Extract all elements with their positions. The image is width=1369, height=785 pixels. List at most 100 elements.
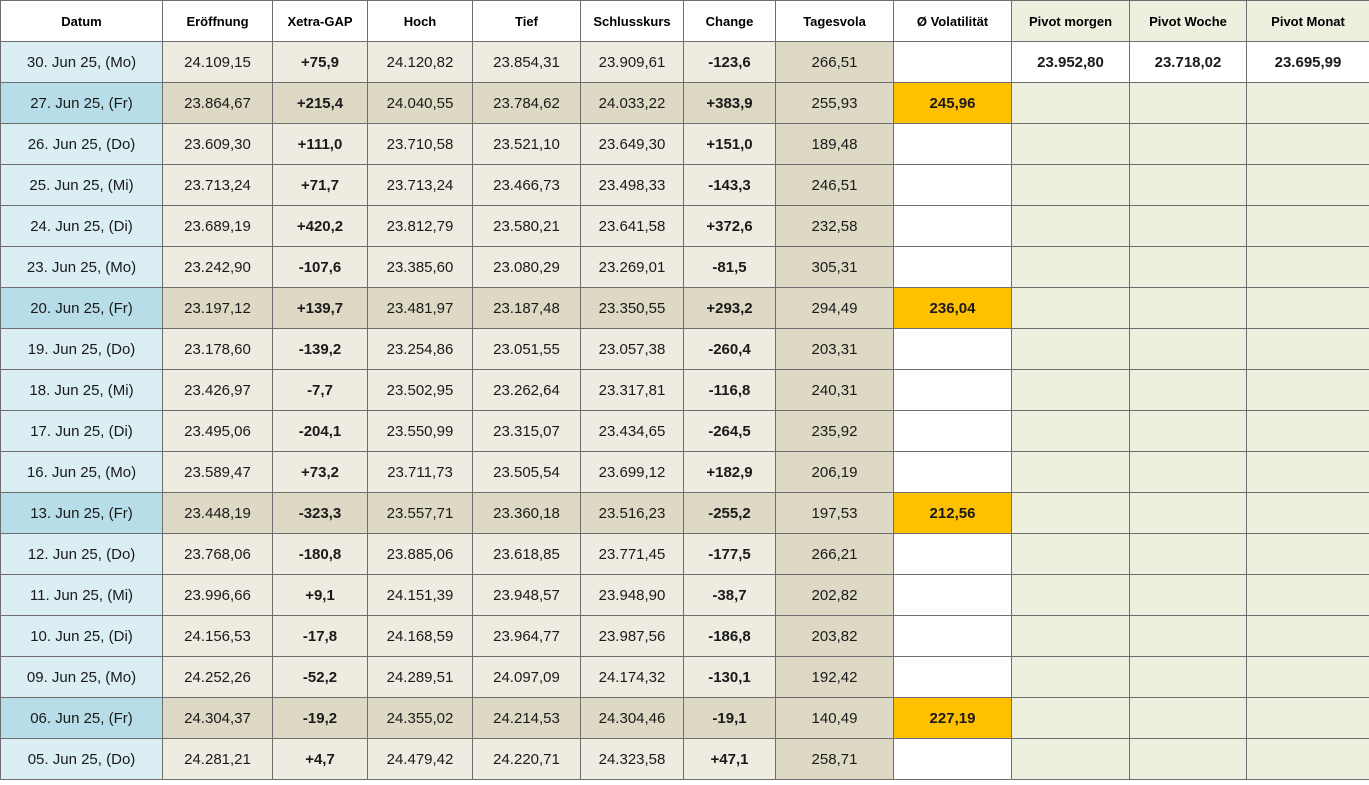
header-avg-volatility[interactable]: Ø Volatilität	[893, 0, 1012, 42]
cell-tagesvola[interactable]: 246,51	[775, 164, 894, 206]
cell-change[interactable]: -123,6	[683, 41, 776, 83]
cell-pivot-woche[interactable]	[1129, 164, 1247, 206]
cell-tief[interactable]: 23.854,31	[472, 41, 581, 83]
cell-xetra-gap[interactable]: -7,7	[272, 369, 368, 411]
cell-pivot-woche[interactable]	[1129, 492, 1247, 534]
cell-eroeffnung[interactable]: 23.864,67	[162, 82, 273, 124]
cell-hoch[interactable]: 23.550,99	[367, 410, 473, 452]
cell-pivot-monat[interactable]	[1246, 615, 1369, 657]
cell-hoch[interactable]: 23.385,60	[367, 246, 473, 288]
cell-eroeffnung[interactable]: 23.768,06	[162, 533, 273, 575]
cell-eroeffnung[interactable]: 24.109,15	[162, 41, 273, 83]
cell-avg-volatility[interactable]	[893, 246, 1012, 288]
cell-hoch[interactable]: 23.885,06	[367, 533, 473, 575]
header-tief[interactable]: Tief	[472, 0, 581, 42]
cell-hoch[interactable]: 24.168,59	[367, 615, 473, 657]
cell-tagesvola[interactable]: 240,31	[775, 369, 894, 411]
cell-schlusskurs[interactable]: 23.269,01	[580, 246, 684, 288]
cell-hoch[interactable]: 23.502,95	[367, 369, 473, 411]
cell-eroeffnung[interactable]: 23.689,19	[162, 205, 273, 247]
cell-change[interactable]: -255,2	[683, 492, 776, 534]
cell-avg-volatility[interactable]	[893, 615, 1012, 657]
cell-tagesvola[interactable]: 266,51	[775, 41, 894, 83]
cell-pivot-monat[interactable]	[1246, 697, 1369, 739]
cell-change[interactable]: -130,1	[683, 656, 776, 698]
cell-eroeffnung[interactable]: 24.281,21	[162, 738, 273, 780]
cell-pivot-morgen[interactable]	[1011, 656, 1130, 698]
cell-pivot-morgen[interactable]	[1011, 328, 1130, 370]
cell-tief[interactable]: 23.315,07	[472, 410, 581, 452]
cell-datum[interactable]: 13. Jun 25, (Fr)	[0, 492, 163, 534]
cell-hoch[interactable]: 24.479,42	[367, 738, 473, 780]
cell-avg-volatility[interactable]	[893, 451, 1012, 493]
cell-tagesvola[interactable]: 266,21	[775, 533, 894, 575]
cell-pivot-morgen[interactable]	[1011, 369, 1130, 411]
header-eroeffnung[interactable]: Eröffnung	[162, 0, 273, 42]
cell-avg-volatility[interactable]	[893, 656, 1012, 698]
cell-change[interactable]: -260,4	[683, 328, 776, 370]
cell-pivot-woche[interactable]	[1129, 533, 1247, 575]
cell-eroeffnung[interactable]: 23.589,47	[162, 451, 273, 493]
cell-pivot-woche[interactable]	[1129, 656, 1247, 698]
cell-xetra-gap[interactable]: +73,2	[272, 451, 368, 493]
cell-datum[interactable]: 27. Jun 25, (Fr)	[0, 82, 163, 124]
cell-change[interactable]: +182,9	[683, 451, 776, 493]
cell-pivot-morgen[interactable]	[1011, 287, 1130, 329]
cell-pivot-woche[interactable]	[1129, 369, 1247, 411]
cell-pivot-monat[interactable]	[1246, 82, 1369, 124]
cell-change[interactable]: -143,3	[683, 164, 776, 206]
cell-tief[interactable]: 23.948,57	[472, 574, 581, 616]
cell-hoch[interactable]: 24.355,02	[367, 697, 473, 739]
cell-hoch[interactable]: 24.289,51	[367, 656, 473, 698]
cell-xetra-gap[interactable]: -180,8	[272, 533, 368, 575]
cell-datum[interactable]: 05. Jun 25, (Do)	[0, 738, 163, 780]
cell-avg-volatility[interactable]	[893, 205, 1012, 247]
cell-xetra-gap[interactable]: -19,2	[272, 697, 368, 739]
cell-pivot-woche[interactable]	[1129, 82, 1247, 124]
cell-pivot-woche[interactable]	[1129, 451, 1247, 493]
cell-change[interactable]: +293,2	[683, 287, 776, 329]
cell-schlusskurs[interactable]: 23.498,33	[580, 164, 684, 206]
cell-avg-volatility[interactable]	[893, 574, 1012, 616]
cell-tagesvola[interactable]: 189,48	[775, 123, 894, 165]
cell-pivot-morgen[interactable]	[1011, 574, 1130, 616]
cell-tief[interactable]: 23.466,73	[472, 164, 581, 206]
cell-datum[interactable]: 18. Jun 25, (Mi)	[0, 369, 163, 411]
cell-pivot-monat[interactable]	[1246, 533, 1369, 575]
cell-pivot-morgen[interactable]	[1011, 123, 1130, 165]
cell-xetra-gap[interactable]: +4,7	[272, 738, 368, 780]
cell-schlusskurs[interactable]: 23.641,58	[580, 205, 684, 247]
cell-eroeffnung[interactable]: 23.609,30	[162, 123, 273, 165]
cell-pivot-woche[interactable]	[1129, 205, 1247, 247]
cell-pivot-morgen[interactable]	[1011, 615, 1130, 657]
cell-eroeffnung[interactable]: 23.996,66	[162, 574, 273, 616]
cell-xetra-gap[interactable]: -52,2	[272, 656, 368, 698]
cell-schlusskurs[interactable]: 23.699,12	[580, 451, 684, 493]
cell-pivot-morgen[interactable]	[1011, 492, 1130, 534]
cell-tagesvola[interactable]: 206,19	[775, 451, 894, 493]
cell-pivot-monat[interactable]	[1246, 123, 1369, 165]
cell-pivot-woche[interactable]	[1129, 574, 1247, 616]
cell-tagesvola[interactable]: 192,42	[775, 656, 894, 698]
cell-pivot-monat[interactable]	[1246, 738, 1369, 780]
cell-schlusskurs[interactable]: 23.771,45	[580, 533, 684, 575]
cell-datum[interactable]: 25. Jun 25, (Mi)	[0, 164, 163, 206]
cell-pivot-monat[interactable]	[1246, 656, 1369, 698]
cell-pivot-monat[interactable]	[1246, 164, 1369, 206]
cell-hoch[interactable]: 24.040,55	[367, 82, 473, 124]
cell-change[interactable]: -177,5	[683, 533, 776, 575]
cell-datum[interactable]: 20. Jun 25, (Fr)	[0, 287, 163, 329]
cell-pivot-monat[interactable]	[1246, 205, 1369, 247]
cell-schlusskurs[interactable]: 23.649,30	[580, 123, 684, 165]
cell-hoch[interactable]: 23.254,86	[367, 328, 473, 370]
cell-tief[interactable]: 24.214,53	[472, 697, 581, 739]
cell-schlusskurs[interactable]: 23.948,90	[580, 574, 684, 616]
cell-pivot-morgen[interactable]: 23.952,80	[1011, 41, 1130, 83]
cell-pivot-morgen[interactable]	[1011, 410, 1130, 452]
cell-xetra-gap[interactable]: -204,1	[272, 410, 368, 452]
cell-pivot-monat[interactable]	[1246, 328, 1369, 370]
cell-schlusskurs[interactable]: 24.174,32	[580, 656, 684, 698]
cell-schlusskurs[interactable]: 24.304,46	[580, 697, 684, 739]
cell-pivot-woche[interactable]	[1129, 615, 1247, 657]
cell-change[interactable]: -186,8	[683, 615, 776, 657]
